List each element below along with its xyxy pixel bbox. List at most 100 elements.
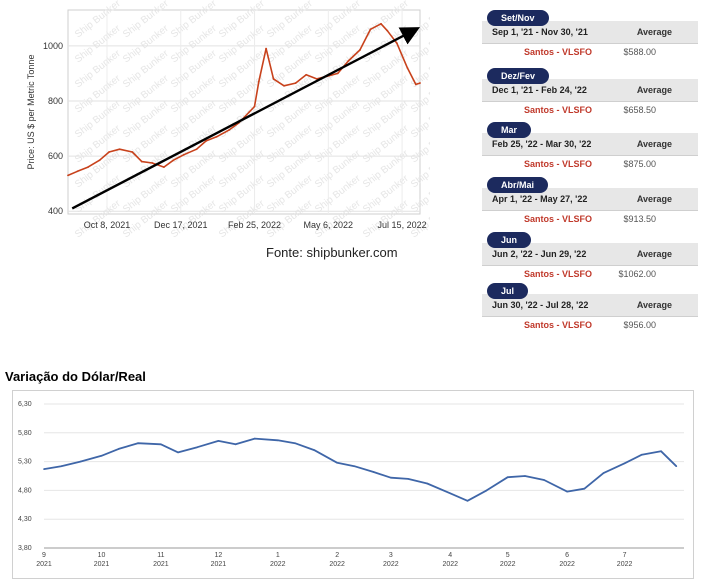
x-tick-month: 5 (506, 552, 510, 559)
y-axis-label: Price: US $ per Metric Tonne (26, 55, 36, 170)
x-tick-year: 2022 (270, 561, 286, 568)
usd-brl-point (196, 446, 199, 448)
price-point (419, 82, 421, 84)
usd-brl-point (79, 460, 82, 463)
x-tick-label: Dec 17, 2021 (154, 220, 208, 230)
period-tag: Abr/Mai (487, 177, 549, 193)
price-point (294, 82, 297, 84)
period-range: Feb 25, '22 - Mar 30, '22 (492, 139, 592, 149)
usd-brl-point (276, 439, 279, 442)
price-point (305, 73, 308, 76)
x-tick-label: May 6, 2022 (304, 220, 354, 230)
x-tick-label: Jul 15, 2022 (378, 220, 427, 230)
average-price: $588.00 (623, 47, 656, 57)
price-point (163, 166, 165, 169)
y-tick-label: 400 (48, 206, 63, 216)
x-tick-year: 2021 (36, 561, 52, 568)
price-point (347, 60, 350, 62)
x-tick-month: 4 (448, 552, 452, 559)
price-point (172, 159, 175, 162)
source-caption: Fonte: shipbunker.com (266, 245, 398, 260)
usd-brl-point (675, 465, 678, 468)
period-header-bar (482, 133, 698, 156)
average-label: Average (636, 85, 672, 95)
average-label: Average (636, 300, 672, 310)
price-point (195, 148, 198, 151)
price-point (205, 140, 207, 142)
period-tag: Mar (487, 122, 532, 138)
period-range: Jun 30, '22 - Jul 28, '22 (492, 300, 589, 310)
usd-brl-point (524, 475, 526, 477)
y-tick-label: 6,30 (18, 401, 32, 408)
average-label: Average (636, 27, 672, 37)
x-tick-year: 2022 (442, 561, 458, 568)
period-range: Dec 1, '21 - Feb 24, '22 (492, 85, 587, 95)
x-tick-month: 6 (565, 552, 569, 559)
x-tick-year: 2022 (617, 561, 633, 568)
usd-brl-point (160, 443, 162, 446)
period-header-bar (482, 21, 698, 44)
price-point (406, 66, 409, 69)
period-tag: Jul (487, 283, 529, 299)
period-card: Dez/Fev Dec 1, '21 - Feb 24, '22 Average Sa… (482, 68, 700, 116)
x-tick-label: Feb 25, 2022 (228, 220, 281, 230)
average-price: $913.50 (623, 214, 656, 224)
price-point (87, 166, 89, 169)
x-tick-month: 11 (157, 552, 164, 559)
usd-brl-point (390, 476, 392, 479)
price-point (359, 49, 361, 51)
y-tick-label: 5,80 (18, 430, 32, 437)
period-header-bar (482, 79, 698, 102)
usd-brl-point (137, 442, 139, 444)
price-point (414, 83, 417, 86)
x-tick-year: 2022 (500, 561, 516, 568)
x-tick-year: 2021 (153, 561, 169, 568)
usd-brl-point (660, 450, 662, 453)
usd-brl-point (234, 443, 237, 446)
period-range: Apr 1, '22 - May 27, '22 (492, 194, 588, 204)
x-tick-month: 12 (214, 552, 222, 559)
x-tick-month: 1 (276, 552, 280, 559)
usd-brl-point (100, 455, 103, 457)
x-tick-label: Oct 8, 2021 (84, 220, 131, 230)
usd-brl-point (407, 478, 409, 480)
usd-brl-point (426, 482, 429, 485)
y-tick-label: 4,80 (18, 487, 32, 494)
usd-brl-point (566, 490, 568, 493)
usd-brl-point (583, 487, 586, 490)
price-point (215, 135, 218, 138)
y-tick-label: 600 (48, 151, 63, 161)
price-point (253, 105, 256, 108)
period-tag: Jun (487, 232, 532, 248)
period-range: Sep 1, '21 - Nov 30, '21 (492, 27, 588, 37)
usd-brl-point (623, 462, 626, 465)
average-label: Average (636, 194, 672, 204)
usd-brl-point (313, 449, 315, 451)
usd-brl-point (60, 465, 63, 468)
x-tick-month: 9 (42, 552, 46, 559)
price-point (228, 129, 231, 131)
x-tick-year: 2022 (329, 561, 345, 568)
period-card: Jul Jun 30, '22 - Jul 28, '22 Average Santo… (482, 283, 700, 331)
period-card: Set/Nov Sep 1, '21 - Nov 30, '21 Average Sa… (482, 10, 700, 58)
usd-brl-point (253, 437, 256, 440)
price-point (76, 170, 79, 173)
usd-brl-point (294, 442, 296, 444)
price-point (248, 111, 251, 113)
usd-brl-plot: 3,80 4,30 4,80 5,30 5,80 6,30 9 2021 10 2021 11 202… (12, 390, 694, 579)
usd-brl-point (466, 499, 469, 502)
usd-brl-chart-title: Variação do Dólar/Real (5, 369, 146, 384)
y-tick-label: 5,30 (18, 459, 32, 466)
usd-brl-point (117, 448, 120, 450)
period-card: Abr/Mai Apr 1, '22 - May 27, '22 Average Sa… (482, 177, 700, 225)
price-point (140, 160, 143, 163)
port-fuel-label: Santos - VLSFO (524, 214, 593, 224)
usd-brl-point (217, 440, 220, 442)
average-label: Average (636, 139, 672, 149)
price-point (283, 84, 285, 87)
price-point (108, 151, 111, 153)
x-tick-month: 3 (389, 552, 393, 559)
period-card: Jun Jun 2, '22 - Jun 29, '22 Average Santos… (482, 232, 700, 280)
usd-brl-point (449, 492, 452, 495)
price-point (151, 162, 154, 164)
